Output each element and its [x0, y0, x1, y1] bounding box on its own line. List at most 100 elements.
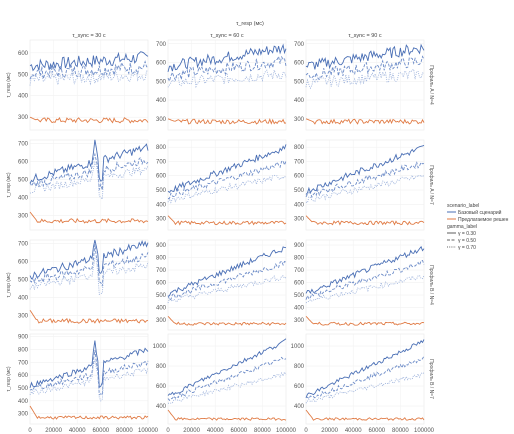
panel-frame	[29, 139, 149, 231]
y-tick-label: 400	[294, 306, 305, 312]
y-tick-label: 300	[18, 412, 29, 418]
legend-entry: γ = 0.30	[458, 231, 476, 237]
panel-frame	[305, 239, 425, 331]
y-tick-label: 600	[294, 384, 305, 390]
row-title: Профиль A / N=4	[428, 65, 434, 105]
y-tick-label: 600	[18, 373, 29, 379]
panel-frame	[305, 39, 425, 131]
y-tick-label: 900	[156, 243, 167, 249]
baseline-series-line	[305, 339, 425, 398]
y-tick-label: 600	[156, 174, 167, 180]
baseline-series-line	[305, 43, 425, 70]
y-tick-label: 600	[18, 51, 29, 57]
y-tick-label: 800	[18, 347, 29, 353]
facet-panel: 400 600 800 1000 0 20000 40000 60000 80000 100000	[153, 333, 297, 434]
proposed-series-line	[167, 118, 287, 125]
facet-panel: 300 400 500 600 700 τ_resp (мс)	[6, 139, 149, 231]
figure-title: τ_resp (мс)	[236, 21, 264, 27]
y-tick-label: 800	[156, 145, 167, 151]
y-tick-label: 900	[18, 335, 29, 341]
x-tick-label: 0	[304, 428, 308, 434]
baseline-series-line	[29, 60, 149, 80]
facet-panel: 300 400 500 600 τ_resp (мс)	[6, 39, 149, 131]
baseline-series-line	[29, 51, 149, 72]
y-tick-label: 400	[156, 98, 167, 104]
y-tick-label: 700	[18, 242, 29, 248]
baseline-series-line	[167, 68, 287, 89]
y-tick-label: 400	[18, 296, 29, 302]
baseline-series-line	[305, 68, 425, 90]
x-tick-label: 0	[28, 428, 32, 434]
panel-frame	[167, 39, 287, 131]
panel-frame	[167, 139, 287, 231]
proposed-series-line	[167, 409, 287, 421]
baseline-series-line	[29, 69, 149, 86]
facet-panel: 400 600 800 1000 Профиль B / N=7 0 20000 40000 6…	[291, 333, 435, 434]
y-tick-label: 700	[294, 268, 305, 274]
baseline-series-line	[306, 355, 425, 400]
y-tick-label: 900	[294, 243, 305, 249]
y-tick-label: 400	[18, 196, 29, 202]
y-tick-label: 800	[156, 364, 167, 370]
y-tick-label: 500	[294, 293, 305, 299]
baseline-series-line	[29, 350, 149, 396]
x-tick-label: 80000	[392, 428, 409, 434]
facet-panel: 300 400 500 600 700 800 Профиль A / N=7	[294, 139, 434, 231]
proposed-series-line	[167, 315, 287, 326]
x-tick-label: 100000	[414, 428, 435, 434]
facet-panel: 300 400 500 600 700 800 900	[156, 239, 287, 331]
y-tick-label: 700	[156, 268, 167, 274]
y-tick-label: 600	[18, 160, 29, 166]
proposed-series-line	[29, 405, 149, 420]
y-tick-label: 400	[294, 404, 305, 410]
y-tick-label: 600	[18, 260, 29, 266]
baseline-series-line	[29, 340, 149, 389]
baseline-series-line	[167, 55, 287, 83]
y-tick-label: 400	[18, 94, 29, 100]
x-tick-label: 20000	[45, 428, 62, 434]
y-tick-label: 400	[156, 306, 167, 312]
column-title: τ_sync = 90 c	[348, 33, 381, 39]
proposed-series-line	[29, 116, 149, 124]
y-tick-label: 600	[156, 281, 167, 287]
baseline-series-line	[167, 370, 287, 404]
baseline-series-line	[167, 246, 287, 297]
baseline-series-line	[305, 144, 425, 195]
y-axis-label: τ_resp (мс)	[6, 272, 12, 297]
x-tick-label: 100000	[276, 428, 297, 434]
facet-panel: 300 400 500 600 700 Профиль A / N=4	[294, 39, 434, 131]
panel-frame	[305, 139, 425, 231]
facet-panel: 300 400 500 600 700 800 900 Профиль B / N=4	[294, 239, 434, 331]
y-tick-label: 500	[156, 293, 167, 299]
panel-frame	[305, 333, 425, 425]
baseline-series-line	[29, 239, 149, 280]
baseline-series-line	[305, 260, 425, 300]
baseline-series-line	[29, 257, 149, 296]
legend-title: scenario_label	[447, 203, 479, 209]
baseline-series-line	[167, 356, 287, 401]
y-tick-label: 700	[294, 42, 305, 48]
baseline-series-line	[305, 174, 425, 204]
x-tick-label: 20000	[321, 428, 338, 434]
y-tick-label: 600	[294, 281, 305, 287]
column-title: τ_sync = 60 c	[210, 33, 243, 39]
baseline-series-line	[167, 275, 287, 304]
y-tick-label: 500	[156, 79, 167, 85]
y-tick-label: 500	[18, 386, 29, 392]
y-tick-label: 400	[294, 98, 305, 104]
row-title: Профиль A / N=7	[428, 165, 434, 205]
y-tick-label: 300	[18, 314, 29, 320]
proposed-series-line	[167, 215, 287, 226]
x-tick-label: 0	[166, 428, 170, 434]
proposed-series-line	[305, 315, 425, 326]
baseline-series-line	[29, 139, 149, 184]
proposed-series-line	[29, 211, 149, 224]
proposed-series-line	[305, 215, 425, 226]
panel-frame	[29, 39, 149, 131]
x-tick-label: 60000	[368, 428, 385, 434]
row-title: Профиль B / N=4	[428, 265, 434, 305]
y-tick-label: 400	[18, 399, 29, 405]
legend-entry: γ = 0.50	[458, 238, 476, 244]
proposed-series-line	[305, 409, 425, 421]
